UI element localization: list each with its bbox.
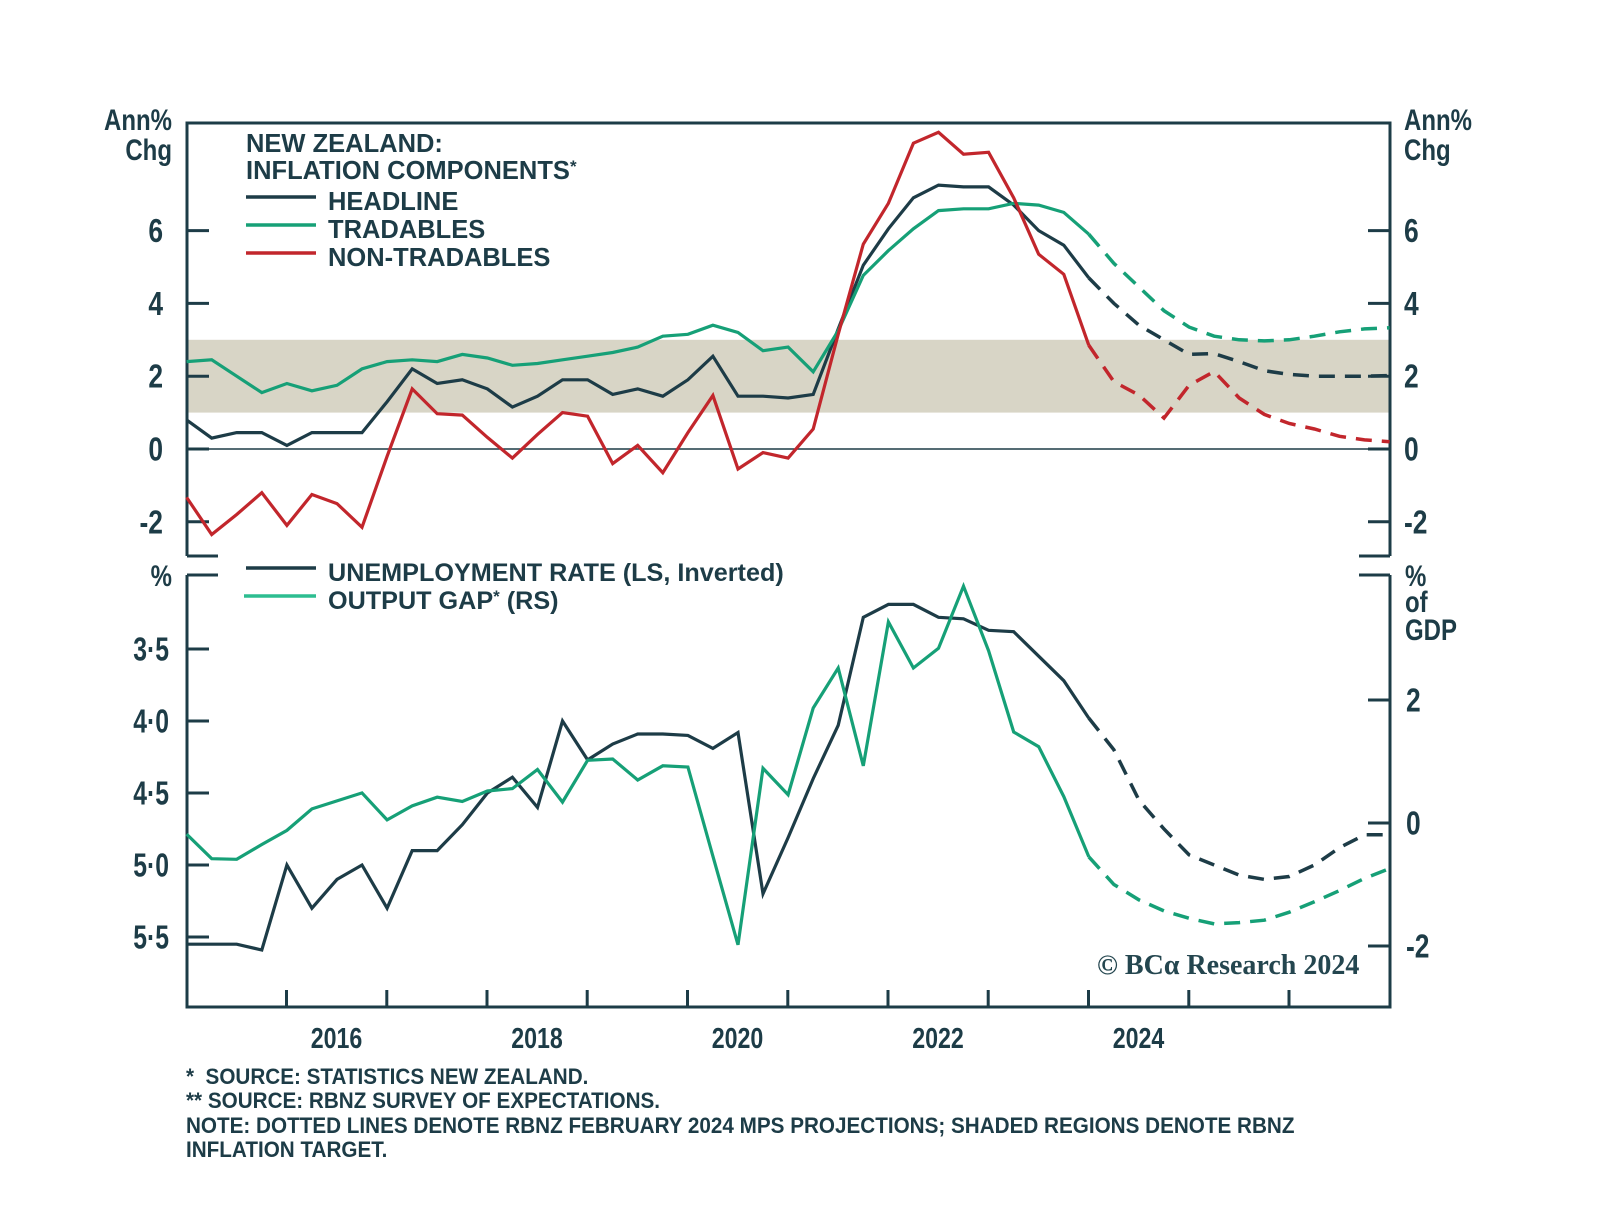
svg-text:INFLATION COMPONENTS*: INFLATION COMPONENTS* <box>246 157 577 185</box>
svg-text:UNEMPLOYMENT RATE (LS, Inverte: UNEMPLOYMENT RATE (LS, Inverted) <box>328 559 784 587</box>
svg-text:* SOURCE: STATISTICS NEW ZEAL: * SOURCE: STATISTICS NEW ZEALAND. <box>186 1064 588 1089</box>
svg-text:4: 4 <box>1404 286 1419 322</box>
svg-text:2018: 2018 <box>511 1021 563 1054</box>
svg-text:© BCα Research 2024: © BCα Research 2024 <box>1097 950 1359 981</box>
svg-text:-2: -2 <box>1406 929 1429 965</box>
svg-text:Chg: Chg <box>1404 132 1451 166</box>
svg-text:GDP: GDP <box>1405 612 1457 646</box>
svg-text:6: 6 <box>1404 213 1419 249</box>
svg-text:HEADLINE: HEADLINE <box>328 188 458 216</box>
svg-text:2022: 2022 <box>912 1021 964 1054</box>
svg-text:5·0: 5·0 <box>133 848 169 884</box>
svg-text:OUTPUT GAP* (RS): OUTPUT GAP* (RS) <box>328 587 559 615</box>
svg-text:NEW ZEALAND:: NEW ZEALAND: <box>246 130 443 158</box>
svg-text:3·5: 3·5 <box>133 632 169 668</box>
svg-text:6: 6 <box>148 213 163 249</box>
svg-text:2020: 2020 <box>712 1021 764 1054</box>
svg-text:TRADABLES: TRADABLES <box>328 216 485 244</box>
svg-text:%: % <box>151 558 172 592</box>
svg-text:-2: -2 <box>1404 505 1427 541</box>
svg-text:0: 0 <box>1406 806 1421 842</box>
svg-text:5·5: 5·5 <box>133 920 169 956</box>
svg-text:2: 2 <box>1406 683 1421 719</box>
svg-text:of: of <box>1405 584 1428 618</box>
svg-text:0: 0 <box>1404 432 1419 468</box>
svg-text:NON-TRADABLES: NON-TRADABLES <box>328 244 550 272</box>
svg-text:INFLATION TARGET.: INFLATION TARGET. <box>186 1137 387 1162</box>
svg-text:%: % <box>1405 558 1426 592</box>
svg-text:Chg: Chg <box>125 132 172 166</box>
svg-text:NOTE: DOTTED LINES DENOTE RBNZ: NOTE: DOTTED LINES DENOTE RBNZ FEBRUARY … <box>186 1113 1294 1138</box>
svg-text:2: 2 <box>148 359 163 395</box>
svg-text:2024: 2024 <box>1113 1021 1165 1054</box>
svg-text:0: 0 <box>148 432 163 468</box>
svg-text:2016: 2016 <box>311 1021 363 1054</box>
svg-text:4·0: 4·0 <box>133 704 169 740</box>
svg-text:Ann%: Ann% <box>1404 102 1472 136</box>
svg-text:-2: -2 <box>140 505 163 541</box>
svg-text:4·5: 4·5 <box>133 776 169 812</box>
svg-text:4: 4 <box>148 286 163 322</box>
svg-text:2: 2 <box>1404 359 1419 395</box>
svg-text:Ann%: Ann% <box>104 102 172 136</box>
svg-text:** SOURCE: RBNZ SURVEY OF EXPE: ** SOURCE: RBNZ SURVEY OF EXPECTATIONS. <box>186 1088 660 1113</box>
